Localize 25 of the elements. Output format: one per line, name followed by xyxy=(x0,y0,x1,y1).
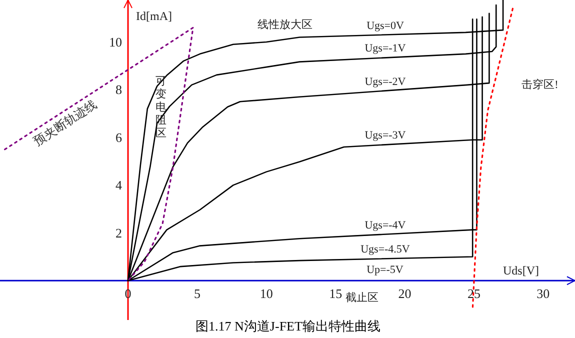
annotation: 截止区 xyxy=(346,291,378,304)
y-tick-label: 2 xyxy=(116,225,122,240)
annotation: 线性放大区 xyxy=(258,18,312,31)
text: 预夹断轨迹线 xyxy=(31,97,100,148)
x-tick-label: 15 xyxy=(329,286,342,302)
series-label: Ugs=-4V xyxy=(364,219,406,232)
x-tick-label: 25 xyxy=(467,286,480,302)
series-label: Ugs=-2V xyxy=(364,76,406,88)
text: 图1.17 N沟道J-FET输出特性曲线 xyxy=(196,318,380,334)
x-axis-title: Uds[V] xyxy=(503,264,539,278)
y-tick-label: 4 xyxy=(116,178,123,193)
annotation: Up=-5V xyxy=(366,264,404,276)
x-tick-label: 30 xyxy=(536,286,550,302)
x-tick-label: 10 xyxy=(260,286,273,302)
series-label: Ugs=-3V xyxy=(364,130,406,142)
annotation: 击穿区! xyxy=(522,78,558,91)
series-label: Ugs=-4.5V xyxy=(360,244,410,256)
series-label: Ugs=-1V xyxy=(364,42,406,55)
x-tick-label: 5 xyxy=(194,286,200,302)
y-tick-label: 8 xyxy=(116,82,122,98)
x-tick-label: 20 xyxy=(398,286,412,302)
y-axis-title: Id[mA] xyxy=(136,9,172,23)
y-tick-label: 10 xyxy=(109,34,122,50)
series-label: Ugs=0V xyxy=(366,20,404,32)
y-tick-label: 6 xyxy=(116,130,123,145)
